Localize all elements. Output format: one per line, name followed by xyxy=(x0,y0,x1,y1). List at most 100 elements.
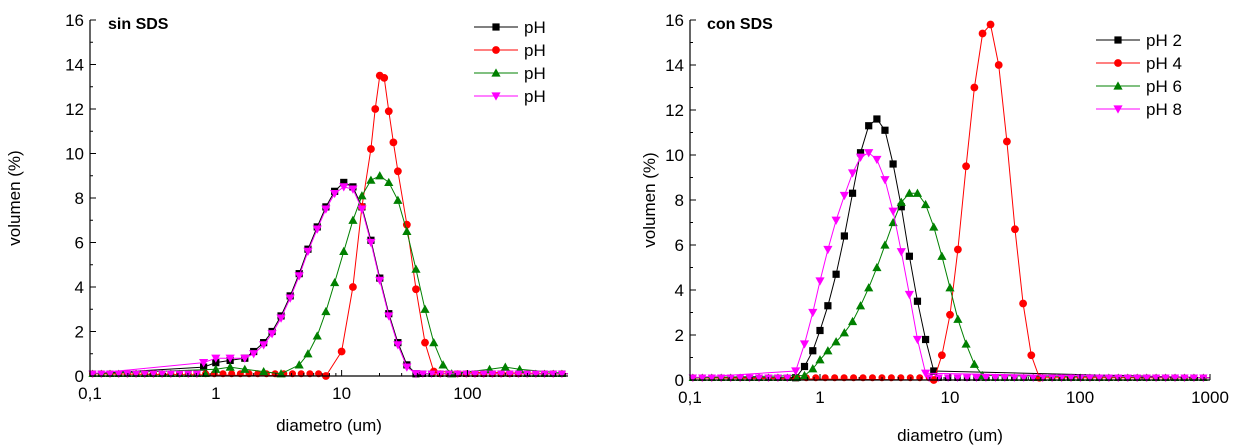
data-point-ph-green xyxy=(211,364,221,373)
data-point-ph-4 xyxy=(1027,351,1036,360)
data-point-ph-magenta xyxy=(285,294,295,303)
y-tick-label: 4 xyxy=(675,281,684,300)
data-point-ph-green xyxy=(225,362,235,371)
baseline-marker-ph-8 xyxy=(745,374,754,382)
data-point-ph-green xyxy=(312,331,322,340)
data-point-ph-4 xyxy=(953,245,962,254)
baseline-marker-ph-magenta xyxy=(514,370,523,378)
baseline-marker-ph-8 xyxy=(925,374,934,382)
data-point-ph-8 xyxy=(815,277,825,286)
baseline-marker-ph-8 xyxy=(754,374,764,382)
data-point-ph-8 xyxy=(839,191,849,201)
data-point-ph-2 xyxy=(824,302,832,310)
data-point-ph-4 xyxy=(970,83,979,92)
data-point-ph-green xyxy=(303,349,313,358)
y-tick-label: 10 xyxy=(665,146,684,165)
baseline-marker-ph-8 xyxy=(962,374,972,382)
y-tick-label: 16 xyxy=(65,11,84,30)
baseline-marker-ph-8 xyxy=(726,374,735,382)
data-point-ph-4 xyxy=(1003,137,1011,146)
data-point-ph-green xyxy=(240,364,250,373)
data-point-ph-magenta xyxy=(225,354,235,363)
series-line-ph-8 xyxy=(689,152,1211,379)
data-point-ph-6 xyxy=(815,355,825,364)
data-point-ph-8 xyxy=(831,216,841,225)
data-point-ph-green xyxy=(330,277,340,287)
data-point-ph-6 xyxy=(831,337,841,346)
data-point-ph-magenta xyxy=(303,247,313,256)
baseline-marker-ph-magenta xyxy=(531,370,541,378)
baseline-marker-ph-8 xyxy=(698,374,707,382)
y-tick-label: 2 xyxy=(675,326,684,345)
x-tick-label: 0,1 xyxy=(78,384,102,403)
data-point-ph-8 xyxy=(872,155,882,165)
data-point-ph-black xyxy=(340,178,348,187)
baseline-marker-ph-magenta xyxy=(436,370,445,378)
y-tick-label: 0 xyxy=(675,371,684,390)
x-tick-label: 10 xyxy=(332,384,351,403)
data-point-ph-6 xyxy=(799,370,810,380)
data-point-ph-magenta xyxy=(339,183,349,192)
legend-marker-ph-8 xyxy=(1113,105,1123,114)
chart-panel-sin-sds: 0 2 4 6 8 10 12 14 16 0,1 1 10 100 diametro (um) volum… xyxy=(5,11,569,435)
legend-label-ph-magenta: pH xyxy=(524,87,546,106)
baseline-marker-ph-magenta xyxy=(105,370,115,378)
data-point-ph-8 xyxy=(904,290,914,300)
y-tick-label: 16 xyxy=(665,11,684,30)
data-point-ph-red xyxy=(380,73,389,82)
baseline-marker-ph-8 xyxy=(1010,374,1019,382)
baseline-marker-ph-8 xyxy=(1104,374,1114,382)
data-point-ph-magenta xyxy=(267,330,277,339)
data-point-ph-2 xyxy=(873,115,881,123)
data-point-ph-green xyxy=(402,226,412,235)
baseline-marker-ph-8 xyxy=(783,374,792,382)
legend-marker-ph-4 xyxy=(1114,59,1122,67)
baseline-marker-ph-8 xyxy=(972,374,981,382)
y-tick-label: 12 xyxy=(665,101,684,120)
data-point-ph-2 xyxy=(913,297,922,305)
data-point-ph-magenta xyxy=(294,272,304,281)
baseline-marker-ph-8 xyxy=(688,374,698,382)
data-point-ph-2 xyxy=(930,367,938,375)
data-point-ph-magenta xyxy=(402,363,412,372)
data-point-ph-green xyxy=(276,369,286,378)
chart-title: sin SDS xyxy=(108,16,169,33)
data-point-ph-6 xyxy=(880,240,890,249)
x-tick-label: 0,1 xyxy=(678,388,702,407)
data-point-ph-2 xyxy=(832,270,840,278)
data-point-ph-red xyxy=(371,105,380,113)
baseline-marker-ph-8 xyxy=(773,374,783,382)
data-point-ph-magenta xyxy=(211,354,221,363)
data-point-ph-6 xyxy=(953,314,963,323)
data-point-ph-8 xyxy=(896,248,906,257)
data-point-ph-red xyxy=(367,145,375,153)
x-tick-label: 10 xyxy=(941,388,960,407)
data-point-ph-green xyxy=(259,366,269,376)
series-line-ph-green xyxy=(89,175,569,375)
data-point-ph-6 xyxy=(929,222,939,231)
data-point-ph-4 xyxy=(1019,299,1027,308)
baseline-marker-ph-magenta xyxy=(123,370,132,378)
baseline-marker-ph-magenta xyxy=(427,370,436,378)
legend: pH pH pH pH xyxy=(474,18,546,106)
data-point-ph-6 xyxy=(808,364,818,373)
data-point-ph-2 xyxy=(856,149,865,157)
data-point-ph-magenta xyxy=(393,341,403,350)
legend-label-ph-4: pH 4 xyxy=(1146,54,1182,73)
baseline-marker-ph-magenta xyxy=(540,370,549,378)
data-point-ph-magenta xyxy=(366,238,376,248)
data-point-ph-4 xyxy=(1011,225,1019,234)
series-line-ph-black xyxy=(89,181,568,375)
data-point-ph-red xyxy=(412,285,420,294)
data-point-ph-8 xyxy=(864,149,874,158)
data-point-ph-6 xyxy=(937,251,947,260)
baseline-marker-ph-magenta xyxy=(453,370,462,378)
x-axis-label: diametro (um) xyxy=(276,416,382,435)
y-tick-label: 6 xyxy=(75,234,84,253)
baseline-marker-ph-8 xyxy=(1189,374,1199,382)
y-tick-label: 12 xyxy=(65,100,84,119)
data-point-ph-8 xyxy=(791,367,801,376)
data-point-ph-magenta xyxy=(249,350,259,359)
legend-marker-ph-2 xyxy=(1114,36,1122,44)
baseline-marker-ph-8 xyxy=(1161,374,1170,382)
